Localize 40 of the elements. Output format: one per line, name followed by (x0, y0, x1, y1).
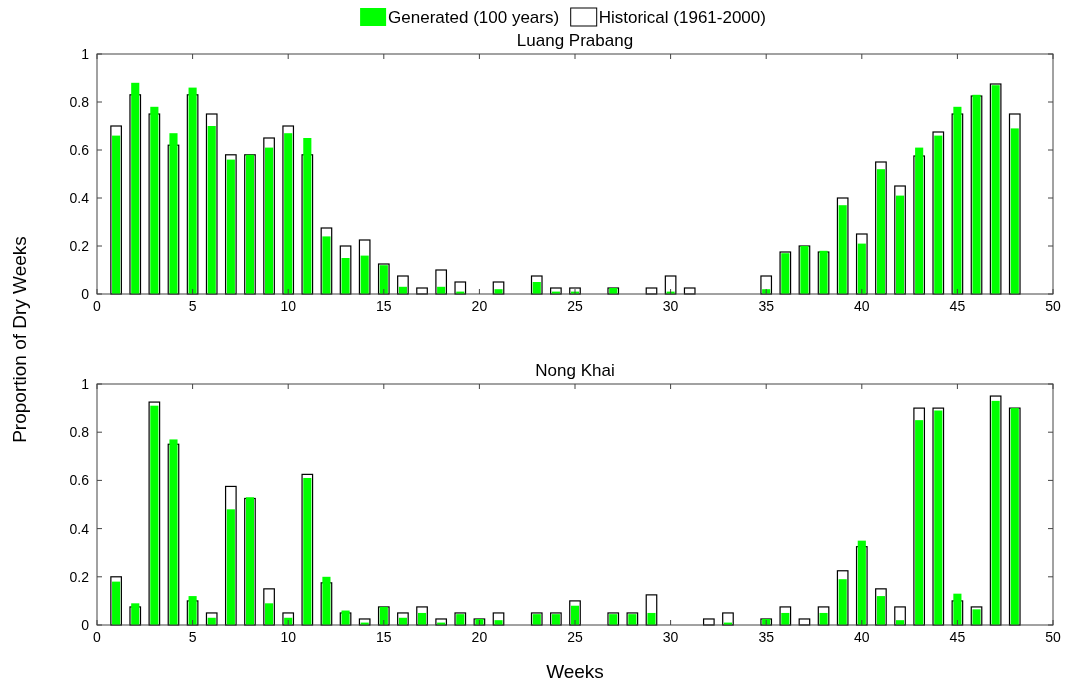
y-tick-label: 0 (81, 286, 90, 302)
x-tick-label: 50 (1045, 629, 1061, 645)
x-tick-label: 20 (471, 298, 488, 314)
y-tick-label: 0.2 (69, 238, 90, 254)
legend-label: Historical (1961-2000) (598, 8, 766, 27)
x-tick-label: 40 (854, 629, 870, 645)
y-tick-label: 1 (81, 46, 90, 62)
x-tick-label: 15 (376, 298, 392, 314)
y-tick-label: 0.4 (69, 190, 90, 206)
legend-label: Generated (100 years) (388, 8, 560, 27)
x-tick-label: 5 (188, 298, 197, 314)
y-tick-label: 0 (81, 617, 90, 633)
x-tick-label: 25 (567, 298, 583, 314)
x-tick-label: 15 (376, 629, 392, 645)
y-tick-label: 1 (81, 376, 90, 392)
x-tick-label: 25 (567, 629, 583, 645)
chart-title: Luang Prabang (516, 31, 634, 50)
x-tick-label: 45 (949, 629, 966, 645)
y-tick-label: 0.8 (69, 94, 90, 110)
x-tick-label: 0 (93, 629, 102, 645)
x-tick-label: 5 (188, 629, 197, 645)
x-tick-label: 30 (662, 629, 679, 645)
x-tick-label: 10 (280, 629, 297, 645)
y-tick-label: 0.8 (69, 424, 90, 441)
y-tick-label: 0.6 (69, 472, 90, 489)
y-tick-label: 0.2 (69, 568, 90, 585)
chart-title: Nong Khai (535, 361, 615, 380)
y-tick-label: 0.6 (69, 142, 90, 158)
x-tick-label: 30 (662, 298, 679, 314)
x-tick-label: 10 (280, 298, 297, 314)
x-tick-label: 50 (1045, 298, 1061, 314)
y-tick-label: 0.4 (69, 520, 90, 537)
x-tick-label: 0 (93, 298, 102, 314)
x-tick-label: 35 (758, 298, 775, 314)
x-tick-label: 45 (949, 298, 966, 314)
y-axis-title: Proportion of Dry Weeks (9, 236, 30, 443)
x-axis-title: Weeks (546, 661, 604, 682)
x-tick-label: 35 (758, 629, 775, 645)
x-tick-label: 20 (471, 629, 488, 645)
x-tick-label: 40 (854, 298, 870, 314)
